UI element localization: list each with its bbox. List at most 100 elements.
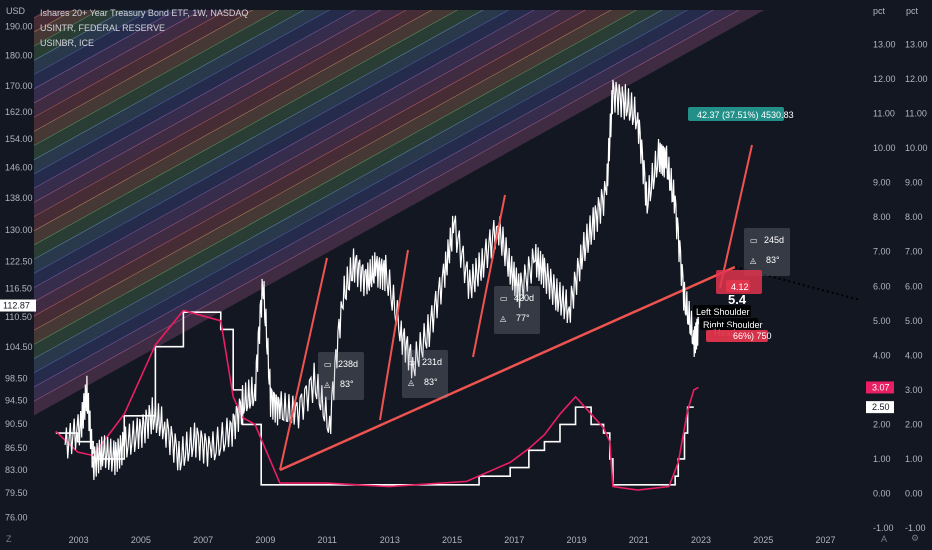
right-axis-tick-2: 12.00 [905, 74, 928, 84]
rate-label-box [866, 381, 894, 394]
right-axis-tick-1: 9.00 [873, 178, 891, 188]
measure-box [402, 350, 448, 398]
channel-line [34, 10, 228, 118]
channel-line [34, 10, 663, 359]
chart-legend: Ishares 20+ Year Treasury Bond ETF, 1W, … [40, 6, 248, 51]
x-axis-tick: 2023 [691, 535, 711, 545]
value-label: 5.4 [728, 292, 747, 307]
right-axis-tick-2: 11.00 [905, 109, 927, 119]
left-axis-tick: 110.50 [5, 312, 32, 322]
bars-icon: ▭ [324, 360, 332, 369]
rate-label: 2.50 [872, 402, 890, 412]
angle-label: 83° [340, 379, 354, 389]
left-axis-tick: 98.50 [5, 373, 28, 383]
trend-segment [719, 144, 753, 289]
x-axis-tick: 2003 [69, 535, 89, 545]
right-axis-tick-2: 3.00 [905, 385, 923, 395]
channel-line [34, 10, 638, 345]
settings-icon[interactable]: ⚙ [911, 533, 920, 543]
left-axis-tick: 76.00 [5, 512, 28, 522]
channel-line [34, 10, 459, 246]
rate-label-box [866, 401, 894, 414]
right-axis-tick-1: -1.00 [873, 523, 894, 533]
x-axis-tick: 2005 [131, 535, 151, 545]
right-axis-tick-2: 0.00 [905, 488, 923, 498]
x-axis-tick: 2013 [380, 535, 400, 545]
right-axis-tick-2: 1.00 [905, 454, 923, 464]
measure-box [318, 352, 364, 400]
right-axis-tick-1: 6.00 [873, 281, 891, 291]
channel-line [34, 10, 407, 217]
right-axis-tick-1: 12.00 [873, 74, 896, 84]
right-axis-tick-2: 2.00 [905, 419, 923, 429]
channel-line [34, 10, 305, 161]
channel-line [34, 10, 714, 388]
measure-box [494, 286, 540, 334]
left-axis-unit: USD [6, 6, 26, 16]
bars-icon: ▭ [500, 294, 508, 303]
channel-line [34, 10, 203, 104]
right-axis-tick-2: 13.00 [905, 40, 928, 50]
channel-line [34, 10, 254, 132]
channel-line [34, 10, 586, 317]
bars-icon: ▭ [408, 358, 416, 367]
right-shoulder-label: Right Shoulder [703, 320, 763, 330]
auto-scale-toggle[interactable]: A [881, 534, 888, 544]
left-axis-tick: 94.50 [5, 396, 28, 406]
series-line [64, 79, 700, 480]
left-axis-tick: 104.50 [5, 342, 33, 352]
right-axis-tick-1: 0.00 [873, 488, 891, 498]
angle-icon: ◬ [324, 380, 331, 389]
right-axis-tick-1: 11.00 [873, 109, 895, 119]
left-axis-tick: 170.00 [5, 81, 33, 91]
channel-line [34, 10, 510, 274]
zoom-toggle[interactable]: Z [6, 534, 12, 544]
left-axis-tick: 162.00 [5, 107, 33, 117]
right-axis-tick-1: 7.00 [873, 247, 891, 257]
rate-label: 3.07 [872, 382, 890, 392]
right-axis-tick-1: 8.00 [873, 212, 891, 222]
x-axis-tick: 2021 [629, 535, 649, 545]
left-shoulder-box [693, 305, 751, 317]
legend-series-fed: USINTR, FEDERAL RESERVE [40, 23, 166, 33]
x-axis-tick: 2027 [816, 535, 836, 545]
right-axis-tick-1: 4.00 [873, 350, 891, 360]
right-axis-tick-2: -1.00 [905, 523, 926, 533]
left-axis-tick: 130.00 [5, 225, 33, 235]
measure-box [744, 228, 790, 276]
legend-title: Ishares 20+ Year Treasury Bond ETF, 1W, … [40, 8, 249, 18]
left-axis-tick: 83.00 [5, 465, 28, 475]
left-axis-tick: 138.00 [5, 193, 33, 203]
angle-icon: ◬ [750, 256, 757, 265]
channel-line [34, 10, 561, 303]
right-axis-tick-2: 6.00 [905, 281, 923, 291]
channel-line [34, 10, 279, 146]
x-axis-tick: 2019 [567, 535, 587, 545]
channel-line [34, 10, 177, 90]
axes-layer: 190.00 180.00 170.00 162.00 154.00 146.00 138.… [0, 22, 928, 545]
right-axis-tick-2: 4.00 [905, 350, 923, 360]
right-axis-tick-2: 7.00 [905, 247, 923, 257]
right-axis-tick-1: 10.00 [873, 143, 896, 153]
channel-support-line [279, 265, 736, 472]
series-layer [55, 79, 753, 491]
x-axis-tick: 2011 [318, 535, 337, 545]
left-axis-tick: 154.00 [5, 134, 33, 144]
channel-line [34, 10, 612, 331]
channel-line [34, 10, 433, 232]
right-axis-tick-2: 8.00 [905, 212, 923, 222]
left-axis-tick: 90.50 [5, 419, 28, 429]
left-axis-tick: 180.00 [5, 51, 33, 61]
trend-segment [379, 249, 409, 421]
left-shoulder-label: Left Shoulder [696, 307, 750, 317]
green-label-box [688, 107, 784, 121]
channel-line [34, 10, 689, 374]
duration-label: 245d [764, 235, 784, 245]
bars-icon: ▭ [750, 236, 758, 245]
duration-label: 420d [514, 293, 534, 303]
angle-icon: ◬ [500, 314, 507, 323]
right-axis-tick-2: 10.00 [905, 143, 928, 153]
right-axis-tick-1: 2.00 [873, 419, 891, 429]
right-axis-tick-1: 5.00 [873, 316, 891, 326]
